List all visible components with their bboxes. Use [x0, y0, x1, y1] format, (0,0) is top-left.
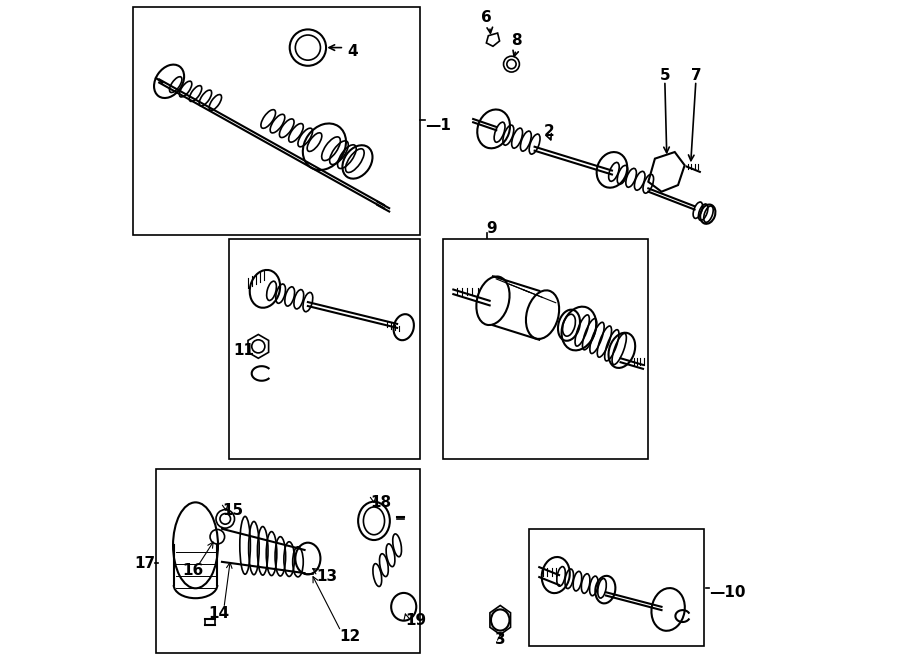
Text: 9: 9 [486, 221, 497, 235]
Text: 8: 8 [511, 33, 521, 48]
Text: 14: 14 [209, 606, 230, 621]
Text: 12: 12 [339, 629, 360, 644]
Text: 6: 6 [481, 10, 491, 25]
Text: —1: —1 [425, 118, 451, 133]
Text: 15: 15 [222, 503, 243, 518]
Text: 16: 16 [183, 563, 203, 578]
Text: 5: 5 [660, 67, 670, 83]
Text: 19: 19 [405, 613, 427, 627]
Text: —10: —10 [709, 585, 745, 600]
Text: 13: 13 [317, 569, 338, 584]
Text: 18: 18 [371, 495, 392, 510]
Text: 17: 17 [134, 556, 155, 570]
Text: 2: 2 [544, 124, 554, 139]
Text: 11: 11 [233, 343, 254, 358]
Text: 7: 7 [690, 67, 701, 83]
Text: 4: 4 [347, 44, 358, 59]
Text: 3: 3 [495, 633, 506, 647]
